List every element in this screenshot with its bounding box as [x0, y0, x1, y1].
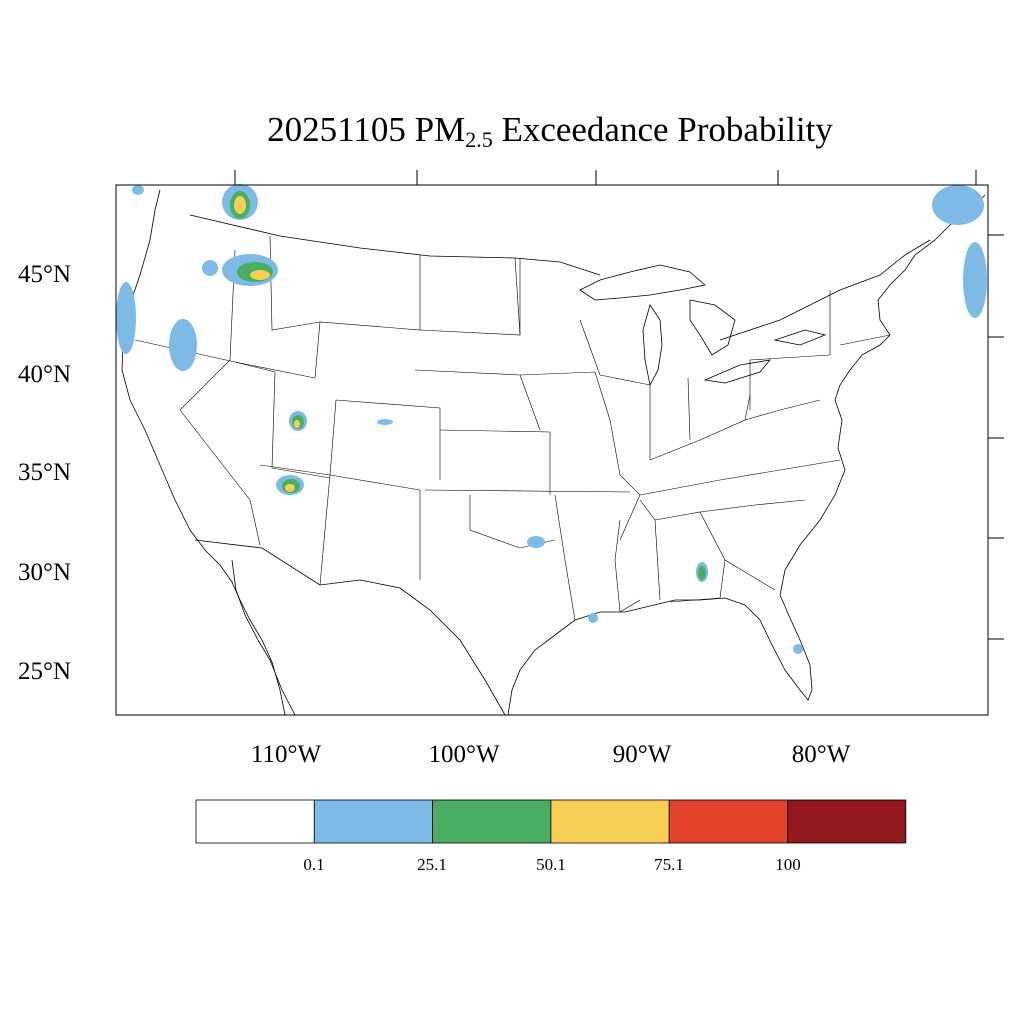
lat-label-30: 30°N — [18, 559, 71, 586]
axis-ticks — [234, 170, 1004, 640]
lake-erie — [703, 359, 771, 384]
colorbar-box-2 — [432, 799, 552, 844]
probability-region-idaho-west — [202, 260, 218, 276]
probability-region-nevada-north — [169, 319, 197, 371]
colorbar-label-25.1: 25.1 — [417, 855, 447, 874]
probability-region-north-idaho-high — [234, 196, 246, 214]
title-date: 20251105 — [267, 110, 406, 149]
colorbar-label-50.1: 50.1 — [536, 855, 566, 874]
probability-region-utah-high — [294, 420, 300, 428]
mexico-border — [194, 539, 506, 716]
canada-border — [189, 214, 601, 276]
probability-region-colorado — [377, 419, 393, 425]
map-basemap — [121, 189, 986, 716]
lat-label-35: 35°N — [18, 459, 71, 486]
probability-region-idaho-high — [250, 270, 270, 280]
colorbar-label-75.1: 75.1 — [654, 855, 684, 874]
probability-region-montana-nw — [132, 185, 144, 195]
probability-shading — [116, 184, 987, 654]
map-title: 20251105 PM2.5 Exceedance Probability — [0, 110, 1024, 153]
canada-border-east — [719, 239, 931, 341]
lon-label-80: 80°W — [792, 741, 851, 768]
probability-region-louisiana — [588, 613, 598, 623]
probability-region-florida — [793, 644, 803, 654]
atlantic-coastline — [779, 194, 986, 596]
lat-label-25: 25°N — [18, 658, 71, 685]
colorbar-box-0 — [195, 799, 315, 844]
colorbar-box-4 — [668, 799, 788, 844]
probability-region-maine — [963, 242, 987, 318]
baja-gulf-coast — [231, 559, 296, 716]
probability-region-oklahoma — [527, 536, 545, 548]
lat-label-45: 45°N — [18, 261, 71, 288]
lake-michigan — [642, 304, 663, 387]
probability-region-arizona-high — [285, 484, 295, 492]
title-pollutant: PM — [414, 110, 466, 149]
title-suffix: Exceedance Probability — [501, 110, 833, 149]
probability-region-alabama-mid — [698, 566, 706, 580]
title-pollutant-subscript: 2.5 — [465, 127, 493, 152]
lat-label-40: 40°N — [18, 361, 71, 388]
lon-label-90: 90°W — [613, 741, 672, 768]
latitude-labels: 45°N 40°N 35°N 30°N 25°N — [18, 261, 71, 685]
west-coastline — [121, 189, 286, 716]
lon-label-100: 100°W — [428, 741, 499, 768]
probability-region-oregon-coast — [116, 282, 136, 354]
map-border — [115, 184, 989, 716]
lake-huron — [689, 299, 736, 356]
colorbar-label-0.1: 0.1 — [303, 855, 324, 874]
longitude-labels: 110°W 100°W 90°W 80°W — [251, 741, 851, 768]
lon-label-110: 110°W — [251, 741, 322, 768]
colorbar-labels: 0.1 25.1 50.1 75.1 100 — [303, 855, 800, 874]
lake-ontario — [773, 329, 827, 346]
colorbar — [195, 799, 907, 844]
probability-region-quebec — [932, 185, 984, 225]
colorbar-box-5 — [787, 799, 907, 844]
colorbar-box-3 — [550, 799, 670, 844]
colorbar-label-100: 100 — [775, 855, 801, 874]
state-lines — [134, 235, 891, 621]
colorbar-box-1 — [313, 799, 433, 844]
gulf-coastline — [507, 594, 813, 716]
lake-superior — [579, 264, 706, 301]
